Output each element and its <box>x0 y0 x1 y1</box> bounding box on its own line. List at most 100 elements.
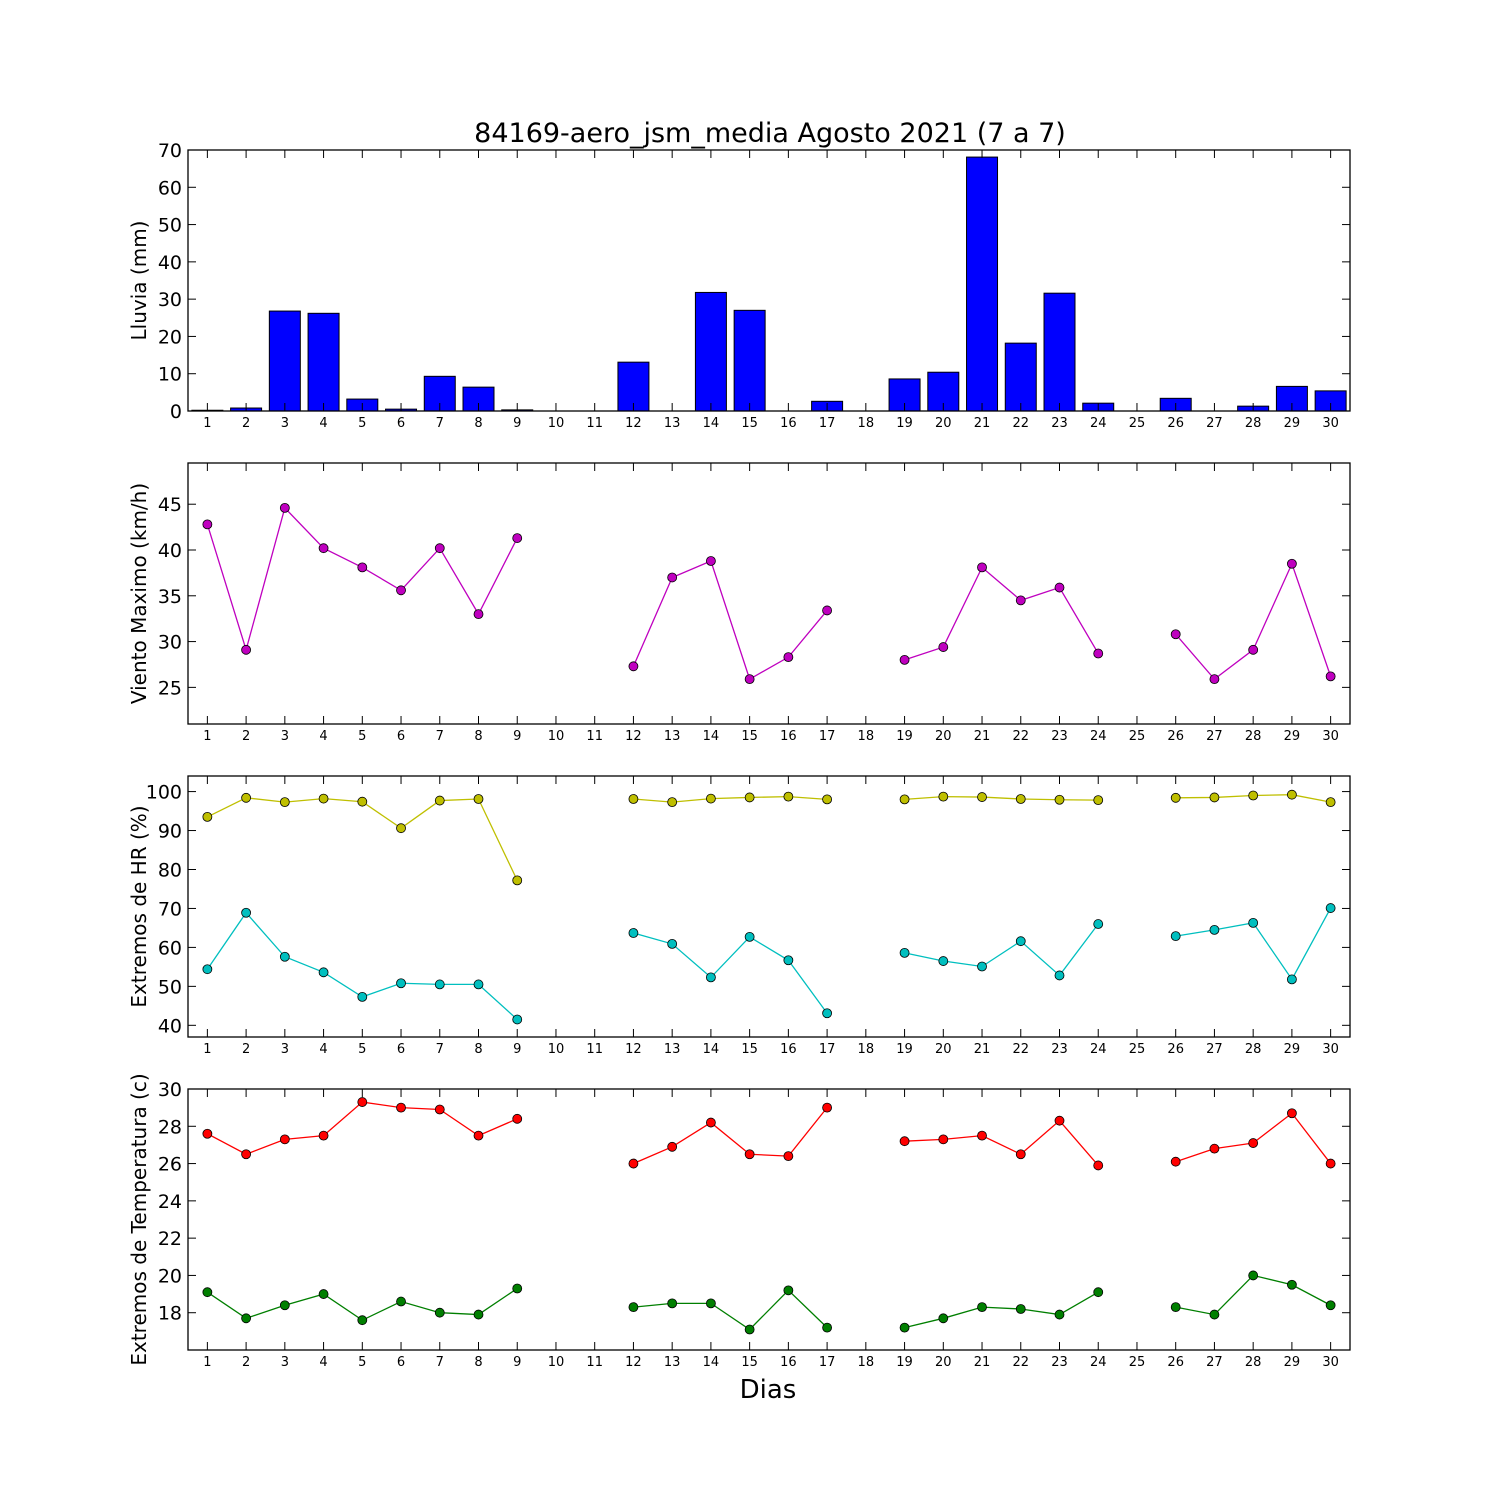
series-2-point-day-30 <box>1325 903 1336 913</box>
x-tick-label: 28 <box>1245 1355 1262 1370</box>
x-tick-label: 25 <box>1129 1355 1146 1370</box>
series-1-point-day-21 <box>977 792 987 802</box>
series-1-point-day-20 <box>938 791 949 802</box>
series-1-point-day-3 <box>279 797 290 807</box>
x-tick-label: 1 <box>203 729 211 744</box>
series-1-point-day-12 <box>628 1158 639 1169</box>
x-tick-label: 8 <box>474 1355 482 1370</box>
series-1-point-day-19 <box>899 654 910 665</box>
x-tick-label: 13 <box>664 416 681 431</box>
x-tick-label: 17 <box>819 1355 836 1370</box>
chart-title: 84169-aero_jsm_media Agosto 2021 (7 a 7) <box>474 118 1066 149</box>
series-1-point-day-16 <box>783 652 794 663</box>
x-tick-label: 9 <box>513 1355 521 1370</box>
series-1-point-day-16 <box>783 1151 794 1162</box>
y-axis-label: Lluvia (mm) <box>127 221 151 341</box>
series-2-point-day-14 <box>706 972 716 983</box>
x-tick-label: 11 <box>586 1355 603 1370</box>
x-tick-label: 14 <box>703 1042 720 1057</box>
series-2-point-day-19 <box>899 947 910 958</box>
series-2-point-day-13 <box>667 939 678 949</box>
x-tick-label: 10 <box>548 1355 565 1370</box>
series-1-point-day-26 <box>1170 792 1181 803</box>
series-1-point-day-9 <box>512 1113 523 1124</box>
x-tick-label: 15 <box>741 416 758 431</box>
series-1-point-day-29 <box>1287 558 1297 569</box>
series-2-line <box>633 1289 828 1331</box>
y-tick-label: 30 <box>158 632 182 654</box>
x-tick-label: 14 <box>703 1355 720 1370</box>
series-1-point-day-9 <box>512 875 523 886</box>
series-2-point-day-3 <box>279 951 290 962</box>
series-1-point-day-28 <box>1248 790 1259 801</box>
series-2-point-day-22 <box>1015 936 1026 947</box>
x-tick-label: 27 <box>1206 1355 1223 1370</box>
x-tick-label: 24 <box>1090 729 1107 744</box>
y-tick-label: 10 <box>158 364 182 386</box>
series-2-point-day-30 <box>1325 1300 1336 1311</box>
x-tick-label: 4 <box>319 729 327 744</box>
series-1-point-day-22 <box>1015 1149 1026 1160</box>
x-tick-label: 3 <box>281 1042 289 1057</box>
y-tick-label: 40 <box>158 1015 182 1037</box>
x-tick-label: 16 <box>780 729 797 744</box>
x-tick-label: 14 <box>703 416 720 431</box>
series-1-line <box>632 560 828 681</box>
x-tick-label: 9 <box>513 1042 521 1057</box>
x-tick-label: 23 <box>1051 1355 1068 1370</box>
x-tick-label: 24 <box>1090 416 1107 431</box>
series-2-point-day-26 <box>1170 1302 1181 1313</box>
series-1-point-day-14 <box>706 793 716 804</box>
x-tick-label: 30 <box>1322 1355 1339 1370</box>
x-tick-label: 12 <box>625 729 642 744</box>
series-2-line <box>904 1291 1099 1329</box>
series-2-point-day-7 <box>434 1307 445 1318</box>
series-1-point-day-9 <box>512 533 523 543</box>
x-tick-label: 10 <box>548 729 565 744</box>
series-2-point-day-8 <box>473 1309 484 1320</box>
x-tick-label: 6 <box>397 416 405 431</box>
x-tick-label: 21 <box>974 1355 991 1370</box>
series-1-point-day-23 <box>1054 582 1065 593</box>
series-1-point-day-1 <box>202 519 213 530</box>
x-tick-label: 11 <box>586 416 603 431</box>
x-tick-label: 26 <box>1167 1355 1184 1370</box>
series-1-point-day-5 <box>357 562 368 573</box>
x-tick-label: 29 <box>1284 1355 1301 1370</box>
x-tick-label: 17 <box>819 1042 836 1057</box>
x-tick-label: 5 <box>358 416 366 431</box>
x-tick-label: 2 <box>242 729 250 744</box>
series-1-point-day-19 <box>899 1136 910 1147</box>
series-2-point-day-12 <box>628 1302 639 1313</box>
series-2-point-day-5 <box>357 991 368 1002</box>
y-tick-label: 100 <box>146 782 182 804</box>
x-tick-label: 12 <box>625 1355 642 1370</box>
x-tick-label: 9 <box>513 416 521 431</box>
series-1-point-day-22 <box>1015 595 1026 606</box>
series-2-point-day-16 <box>783 1285 794 1296</box>
series-2-point-day-20 <box>938 956 949 966</box>
x-tick-label: 7 <box>436 416 444 431</box>
x-tick-label: 28 <box>1245 416 1262 431</box>
x-tick-label: 23 <box>1051 416 1068 431</box>
x-tick-label: 19 <box>896 1355 913 1370</box>
series-1-point-day-17 <box>822 605 832 616</box>
x-tick-label: 13 <box>664 1042 681 1057</box>
y-tick-label: 35 <box>158 586 182 608</box>
bar-day-12 <box>617 361 650 412</box>
y-tick-label: 30 <box>158 289 182 311</box>
x-tick-label: 21 <box>974 729 991 744</box>
x-tick-label: 24 <box>1090 1355 1107 1370</box>
x-tick-label: 10 <box>548 1042 565 1057</box>
series-2-line <box>904 923 1099 977</box>
series-1-point-day-8 <box>473 1130 484 1141</box>
series-1-point-day-27 <box>1209 792 1220 803</box>
x-tick-label: 19 <box>896 416 913 431</box>
series-1-point-day-24 <box>1093 1160 1104 1171</box>
series-1-line <box>904 795 1099 801</box>
series-1-point-day-28 <box>1248 644 1259 655</box>
x-tick-label: 13 <box>664 1355 681 1370</box>
series-2-point-day-6 <box>396 1296 406 1307</box>
